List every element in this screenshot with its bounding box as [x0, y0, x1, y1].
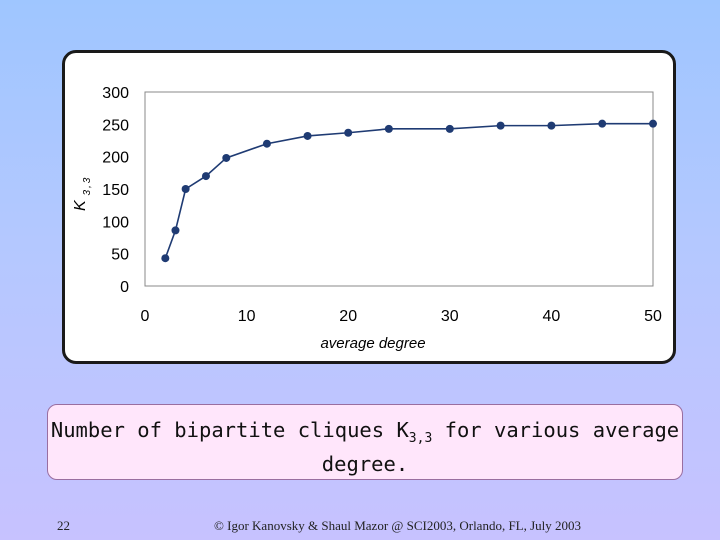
y-axis-label: K 3,3 [72, 176, 93, 211]
data-point [201, 172, 210, 181]
data-point [649, 119, 657, 128]
data-point [445, 124, 454, 133]
y-tick-label: 300 [102, 85, 129, 102]
caption-box: Number of bipartite cliques K3,3 for var… [47, 404, 683, 480]
x-tick-label: 50 [644, 308, 662, 325]
footer-credit: © Igor Kanovsky & Shaul Mazor @ SCI2003,… [214, 518, 582, 533]
data-point [547, 121, 556, 130]
y-tick-label: 200 [102, 150, 129, 167]
data-point [303, 131, 312, 140]
caption-text-prefix: Number of bipartite cliques K [50, 418, 409, 442]
y-tick-label: 100 [102, 214, 129, 231]
y-tick-label: 150 [102, 182, 129, 199]
x-axis-label: average degree [320, 335, 425, 352]
caption-text-suffix: for various average [432, 418, 680, 442]
line-chart: 0 50 100 150 200 250 300 0 10 20 30 40 50 average deg… [72, 85, 662, 352]
x-tick-label: 30 [441, 308, 459, 325]
x-tick-label: 10 [238, 308, 256, 325]
data-point [262, 139, 271, 148]
data-point [384, 124, 393, 133]
page-number: 22 [57, 518, 70, 533]
x-tick-label: 40 [543, 308, 561, 325]
y-tick-label: 50 [111, 247, 129, 264]
caption-line-1: Number of bipartite cliques K3,3 for var… [48, 415, 682, 449]
data-point [598, 119, 607, 128]
x-tick-label: 20 [339, 308, 357, 325]
data-point [222, 153, 231, 162]
y-tick-label: 250 [102, 117, 129, 134]
series-line [164, 122, 653, 259]
chart-frame: 0 50 100 150 200 250 300 0 10 20 30 40 50 average deg… [62, 50, 676, 364]
y-tick-label: 0 [120, 279, 129, 296]
caption-subscript: 3,3 [408, 431, 433, 446]
data-point [171, 226, 180, 235]
plot-area-border [144, 91, 654, 287]
data-point [161, 254, 170, 263]
x-tick-label: 0 [141, 308, 150, 325]
caption-line-2: degree. [321, 452, 409, 476]
data-point [496, 121, 505, 130]
data-point [344, 128, 353, 137]
data-point [181, 185, 190, 193]
